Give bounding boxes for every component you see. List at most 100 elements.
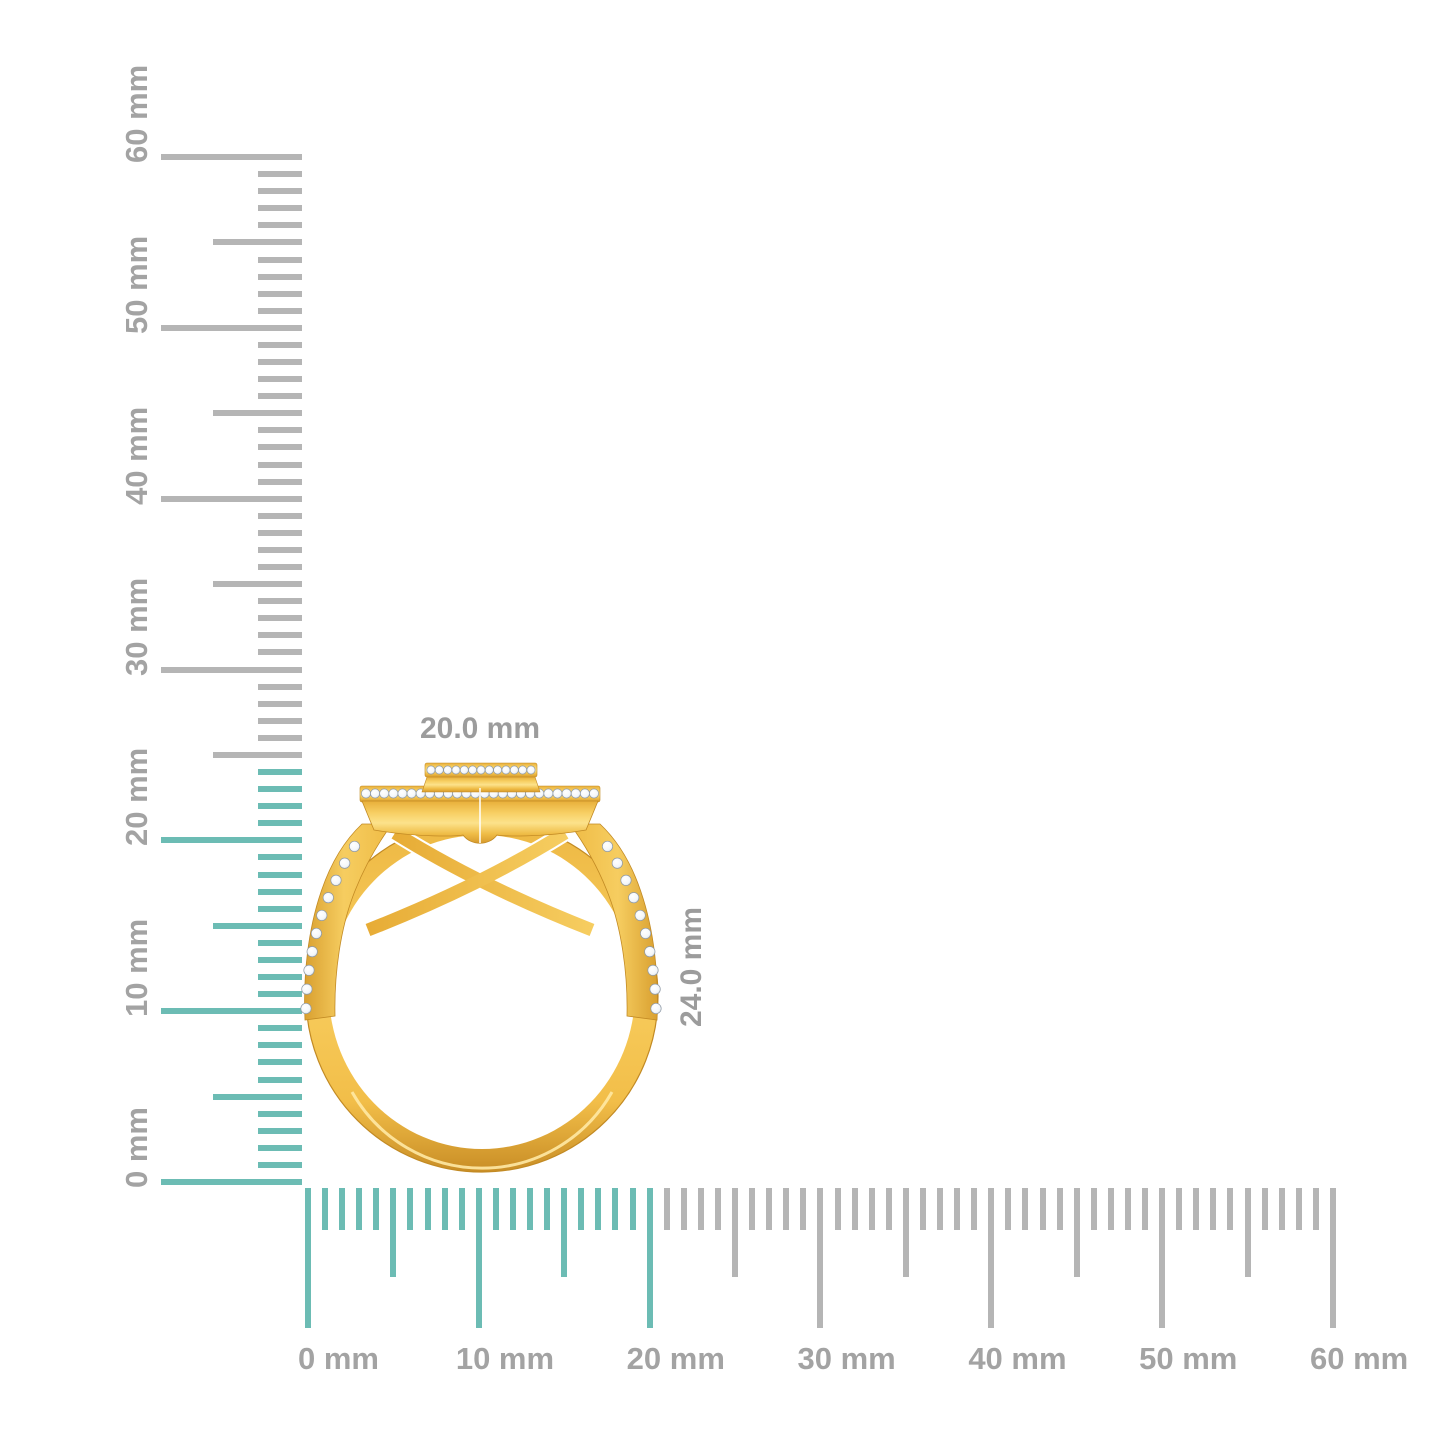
ring-image [300,762,662,1173]
v-tick-7mm [258,1059,302,1066]
v-ruler-label-40mm: 40 mm [119,406,154,505]
diamond-stone [300,1002,312,1015]
v-tick-17mm [258,888,302,895]
h-tick-13mm [527,1188,534,1230]
v-ruler-label-0mm: 0 mm [119,1107,154,1188]
diamond-stone [388,788,399,799]
v-tick-3mm [258,1127,302,1134]
h-tick-53mm [1210,1188,1217,1230]
v-tick-43mm [258,444,302,451]
v-tick-18mm [258,871,302,878]
diamond-stone [306,946,318,958]
h-tick-1mm [322,1188,329,1230]
v-tick-47mm [258,376,302,383]
diamond-stone [640,927,652,939]
h-tick-32mm [851,1188,858,1230]
h-tick-2mm [339,1188,346,1230]
v-tick-27mm [258,717,302,724]
top-halo-diamond-row [426,765,536,775]
h-tick-35mm [902,1188,909,1277]
diamond-stone [501,765,511,775]
v-tick-51mm [258,307,302,314]
v-tick-20mm [161,837,302,844]
v-tick-39mm [258,512,302,519]
v-ruler-label-60mm: 60 mm [119,64,154,164]
v-tick-55mm [213,239,302,246]
v-tick-54mm [258,256,302,263]
diamond-stone [644,946,656,958]
h-tick-34mm [885,1188,892,1230]
v-tick-26mm [258,734,302,741]
h-ruler-label-50mm: 50 mm [1139,1341,1238,1376]
diamond-stone [361,788,371,799]
v-tick-16mm [258,905,302,912]
h-tick-21mm [663,1188,670,1230]
ring-head [359,762,601,844]
diamond-stone [649,983,661,995]
v-tick-32mm [258,632,302,639]
h-tick-25mm [732,1188,739,1277]
h-tick-44mm [1056,1188,1063,1230]
h-tick-15mm [561,1188,568,1277]
v-tick-52mm [258,290,302,297]
h-tick-18mm [612,1188,619,1230]
v-tick-23mm [258,786,302,793]
diamond-stone [561,788,572,799]
diamond-stone [493,765,503,775]
v-tick-22mm [258,803,302,810]
ring-height-annotation: 24.0 mm [675,906,708,1028]
diamond-stone [634,909,646,921]
v-tick-13mm [258,956,302,963]
diamond-stone [601,840,614,852]
v-tick-44mm [258,427,302,434]
diamond-stone [316,909,328,921]
diamond-stone [443,765,453,775]
v-tick-37mm [258,546,302,553]
h-tick-29mm [800,1188,807,1230]
v-tick-30mm [161,666,302,673]
v-tick-53mm [258,273,302,280]
v-tick-56mm [258,222,302,229]
diamond-stone [579,788,590,799]
v-tick-19mm [258,854,302,861]
v-tick-57mm [258,205,302,212]
shank-diamond-accents [300,840,662,1015]
v-tick-42mm [258,461,302,468]
h-tick-45mm [1073,1188,1080,1277]
h-tick-48mm [1124,1188,1131,1230]
v-tick-60mm [161,154,302,161]
h-tick-42mm [1022,1188,1029,1230]
v-tick-0mm [161,1179,302,1185]
h-tick-26mm [749,1188,756,1230]
h-tick-24mm [714,1188,721,1230]
h-tick-39mm [971,1188,978,1230]
v-tick-38mm [258,529,302,536]
h-tick-16mm [578,1188,585,1230]
h-ruler-label-10mm: 10 mm [455,1341,555,1376]
h-tick-27mm [766,1188,773,1230]
diamond-stone [339,857,351,869]
h-tick-8mm [441,1188,448,1230]
diamond-stone [397,788,408,799]
diamond-stone [620,874,632,886]
h-ruler-label-60mm: 60 mm [1309,1341,1409,1376]
v-tick-10mm [161,1008,302,1015]
h-tick-9mm [458,1188,465,1230]
h-tick-50mm [1159,1188,1166,1328]
h-tick-55mm [1244,1188,1251,1277]
v-ruler-label-20mm: 20 mm [119,748,154,847]
diamond-stone [526,765,536,775]
v-tick-49mm [258,341,302,348]
h-tick-14mm [544,1188,551,1230]
v-ruler-label-30mm: 30 mm [119,577,154,676]
diamond-stone [322,892,334,904]
h-tick-19mm [629,1188,636,1230]
h-tick-59mm [1312,1188,1319,1230]
diamond-stone [303,964,315,976]
diamond-stone [451,765,461,775]
v-ruler-label-10mm: 10 mm [119,918,154,1018]
ring-shank-left [304,823,393,1021]
v-tick-48mm [258,359,302,366]
v-tick-21mm [258,820,302,827]
v-tick-9mm [258,1025,302,1032]
